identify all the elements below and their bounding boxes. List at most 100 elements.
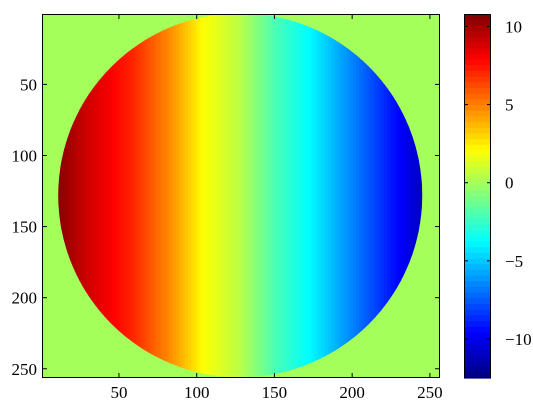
heatmap-column <box>352 14 357 378</box>
colorbar-cell <box>464 304 491 311</box>
heatmap-column <box>209 14 214 378</box>
heatmap-column <box>405 14 410 378</box>
heatmap-column <box>163 14 167 378</box>
colorbar-cell <box>464 14 491 21</box>
colorbar-cell <box>464 298 491 305</box>
heatmap-column <box>244 14 248 378</box>
colorbar-cell <box>464 201 491 208</box>
colorbar-frame <box>464 14 491 378</box>
heatmap-column <box>418 14 422 378</box>
colorbar-cell <box>464 105 491 112</box>
colorbar-cell <box>464 59 491 66</box>
heatmap-column <box>334 14 338 378</box>
colorbar-cell <box>464 338 491 345</box>
colorbar-cell <box>464 321 491 328</box>
heatmap-column <box>356 14 360 378</box>
heatmap-column <box>116 14 121 378</box>
heatmap-column <box>216 14 220 378</box>
heatmap-column <box>318 14 323 378</box>
heatmap-column <box>296 14 301 378</box>
heatmap-column <box>281 14 286 378</box>
colorbar-cell <box>464 70 491 78</box>
heatmap-column <box>166 14 171 378</box>
heatmap-column <box>185 14 189 378</box>
x-tick-label: 200 <box>339 383 365 402</box>
heatmap-column <box>97 14 102 378</box>
heatmap-column <box>181 14 186 378</box>
colorbar-ticks: 10 5 0 −5 −10 <box>464 17 532 349</box>
heatmap-column <box>275 14 279 378</box>
colorbar-cell <box>464 287 491 294</box>
heatmap-column <box>374 14 379 378</box>
heatmap-column <box>60 14 65 378</box>
heatmap-column <box>247 14 251 378</box>
colorbar-cell <box>464 144 491 152</box>
heatmap-column <box>122 14 127 378</box>
heatmap-column <box>194 14 199 378</box>
heatmap-column <box>371 14 376 378</box>
heatmap-column <box>268 14 273 378</box>
colorbar-cell <box>464 178 491 186</box>
colorbar-cell <box>464 31 491 38</box>
colorbar-cell <box>464 42 491 49</box>
heatmap-column <box>144 14 149 378</box>
heatmap-column <box>346 14 351 378</box>
x-tick-label: 150 <box>262 383 288 402</box>
colorbar-cell <box>464 196 491 203</box>
heatmap-column <box>262 14 267 378</box>
heatmap-axes: 50 100 150 200 250 50 100 150 200 250 <box>12 14 443 402</box>
colorbar-cell <box>464 281 491 288</box>
colorbar-tick-label: 10 <box>505 17 522 36</box>
heatmap-column <box>328 14 332 378</box>
heatmap-column <box>82 14 87 378</box>
heatmap-column <box>73 14 77 378</box>
heatmap-column <box>88 14 93 378</box>
heatmap-column <box>278 14 283 378</box>
colorbar-cell <box>464 156 491 163</box>
heatmap-column <box>104 14 108 378</box>
heatmap-column <box>256 14 261 378</box>
heatmap-column <box>101 14 105 378</box>
heatmap-column <box>91 14 96 378</box>
colorbar-cell <box>464 264 491 271</box>
heatmap-column <box>408 14 413 378</box>
colorbar-cell <box>464 343 491 351</box>
heatmap-column <box>203 14 208 378</box>
colorbar-cell <box>464 349 491 356</box>
heatmap-column <box>138 14 143 378</box>
y-tick-label: 200 <box>12 289 38 308</box>
heatmap-column <box>337 14 342 378</box>
heatmap-column <box>412 14 416 378</box>
heatmap-column <box>402 14 407 378</box>
heatmap-column <box>157 14 161 378</box>
heatmap-column <box>132 14 136 378</box>
colorbar-cell <box>464 372 491 379</box>
heatmap-frame <box>42 14 440 378</box>
colorbar: 10 5 0 −5 −10 <box>464 14 532 379</box>
heatmap-cells <box>58 14 423 378</box>
heatmap-column <box>343 14 348 378</box>
heatmap-column <box>365 14 370 378</box>
colorbar-cell <box>464 190 491 197</box>
colorbar-cell <box>464 247 491 254</box>
colorbar-cell <box>464 235 491 243</box>
heatmap-column <box>331 14 335 378</box>
y-tick-label: 250 <box>12 360 38 379</box>
heatmap-column <box>287 14 292 378</box>
colorbar-cell <box>464 110 491 117</box>
colorbar-cell <box>464 19 491 26</box>
colorbar-cell <box>464 139 491 146</box>
colorbar-cell <box>464 87 491 95</box>
colorbar-tick-label: 0 <box>505 174 514 193</box>
colorbar-cell <box>464 332 491 339</box>
heatmap-column <box>125 14 130 378</box>
heatmap-y-ticks: 50 100 150 200 250 <box>12 75 440 379</box>
heatmap-column <box>284 14 289 378</box>
colorbar-cell <box>464 48 491 55</box>
colorbar-cell <box>464 65 491 72</box>
heatmap-column <box>393 14 398 378</box>
heatmap-column <box>309 14 314 378</box>
heatmap-column <box>300 14 304 378</box>
heatmap-column <box>58 14 62 378</box>
